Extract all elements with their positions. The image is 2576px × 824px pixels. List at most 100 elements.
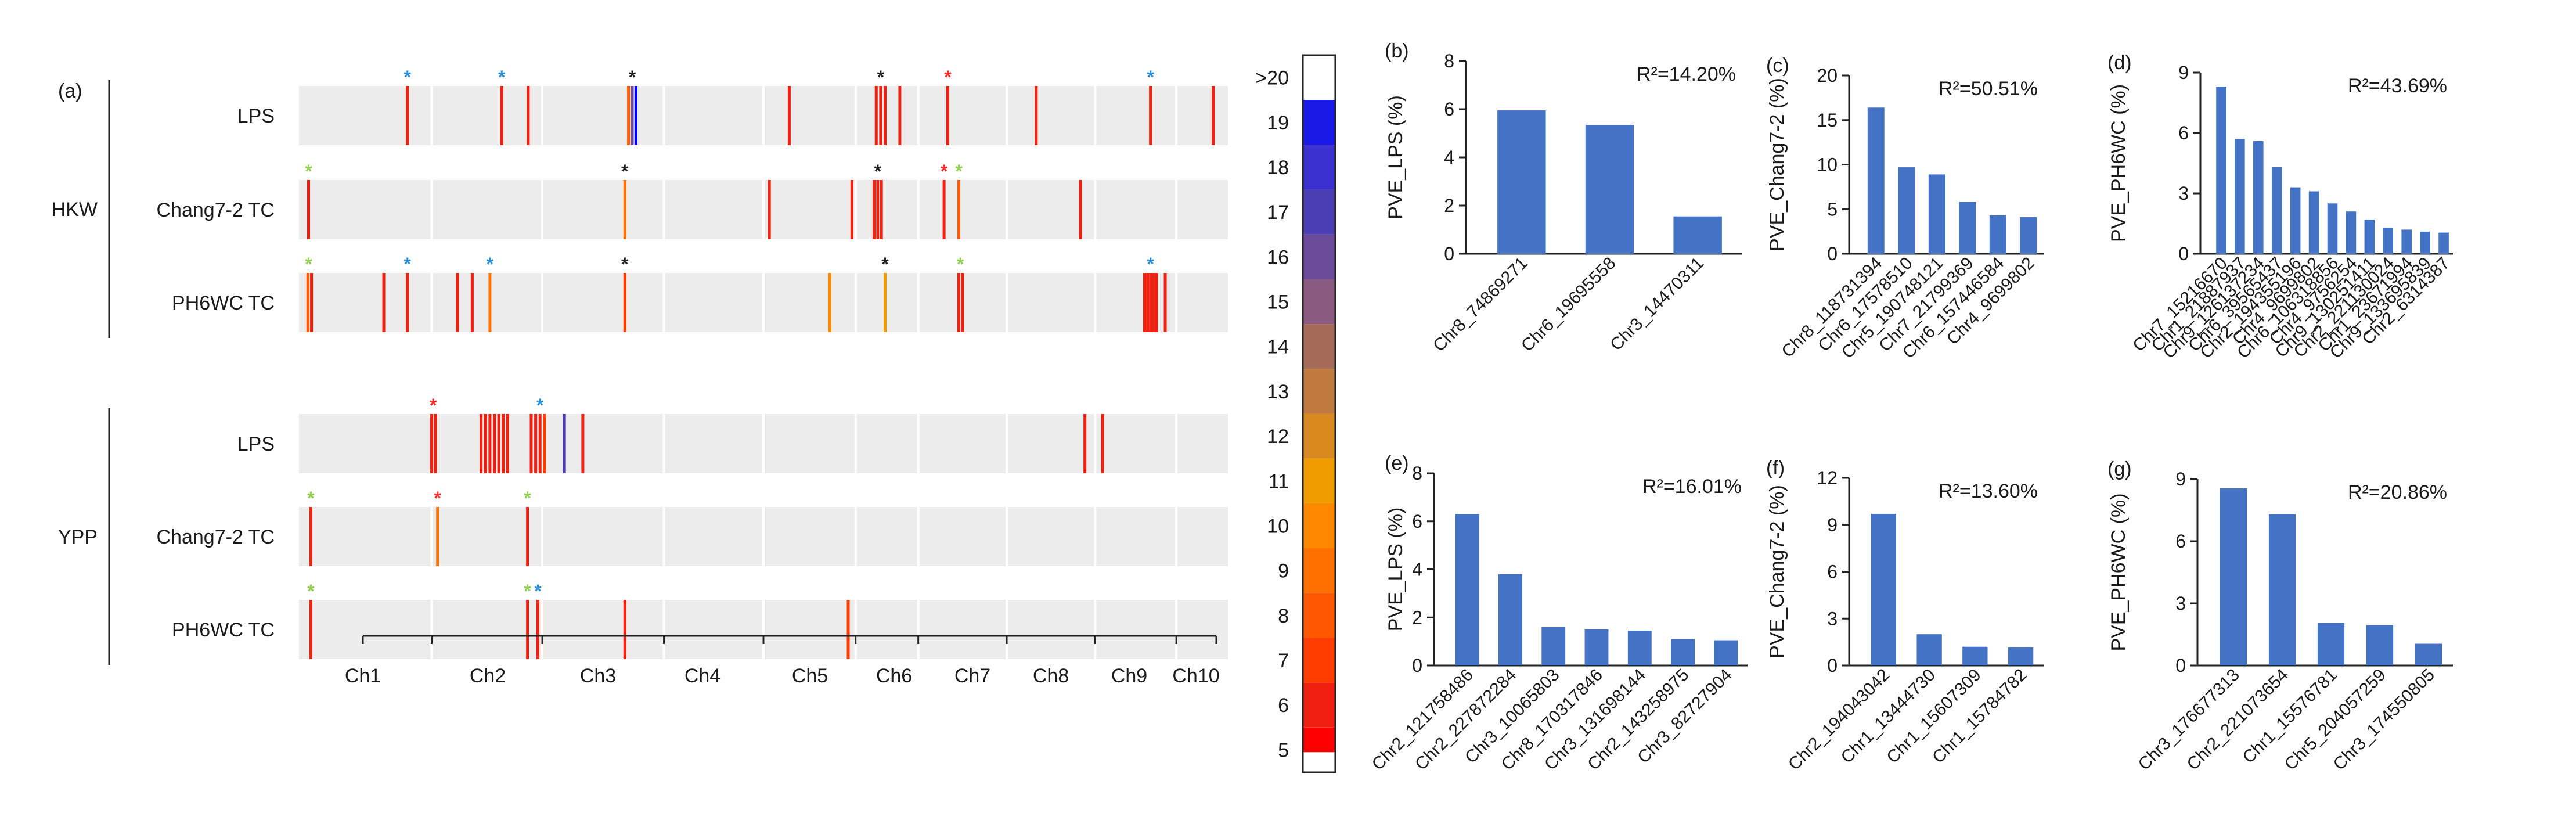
y-tick-label: 9	[2178, 62, 2189, 83]
bar	[2290, 187, 2301, 254]
colorbar-segment	[1303, 638, 1335, 683]
y-axis-label: PVE_LPS (%)	[1385, 508, 1407, 632]
track-label: LPS	[237, 105, 275, 127]
qtl-mark	[502, 414, 505, 473]
group-label: YPP	[58, 526, 98, 548]
colorbar-segment	[1303, 55, 1335, 100]
group-label: HKW	[52, 199, 98, 221]
bar	[1916, 634, 1942, 665]
qtl-mark	[1083, 414, 1087, 473]
chromosome-label: Ch6	[876, 665, 912, 687]
y-tick-label: 15	[1817, 110, 1838, 131]
y-tick-label: 2	[1412, 607, 1422, 628]
y-tick-label: 8	[1412, 463, 1422, 484]
category-label: Chr3_14470311	[1606, 254, 1707, 355]
qtl-mark	[430, 414, 434, 473]
y-tick-label: 4	[1412, 559, 1422, 580]
qtl-mark	[488, 414, 492, 473]
colorbar-segment	[1303, 100, 1335, 145]
chromosome-label: Ch10	[1172, 665, 1219, 687]
colorbar-label: 19	[1267, 112, 1289, 134]
qtl-mark	[1152, 273, 1155, 332]
y-tick-label: 6	[1827, 562, 1838, 582]
bar	[1541, 627, 1566, 665]
bar	[2235, 139, 2245, 254]
qtl-mark	[563, 414, 566, 473]
star-marker-green: *	[305, 254, 312, 275]
colorbar-segment	[1303, 324, 1335, 369]
qtl-mark	[846, 600, 850, 659]
qtl-mark	[876, 180, 880, 239]
star-marker-black: *	[881, 254, 889, 275]
bar-charts: 0 2 4 6 8 (b) R²=14.20% PVE_LPS (%) Chr8_7486927…	[1368, 40, 2453, 774]
colorbar-label: 11	[1269, 470, 1289, 492]
colorbar-segment	[1303, 503, 1335, 549]
bar	[2420, 231, 2430, 254]
bar-chart-b: 0 2 4 6 8 (b) R²=14.20% PVE_LPS (%) Chr8_7486927…	[1385, 40, 1742, 355]
qtl-mark	[623, 180, 626, 239]
qtl-mark	[880, 180, 883, 239]
panel-label: (f)	[1766, 457, 1785, 479]
colorbar-label: 12	[1267, 426, 1289, 448]
colorbar-label: 17	[1267, 201, 1289, 224]
qtl-mark	[470, 273, 474, 332]
qtl-mark	[623, 273, 626, 332]
qtl-mark	[406, 273, 409, 332]
colorbar-label: 6	[1278, 695, 1289, 717]
qtl-mark	[884, 86, 887, 145]
star-marker-green: *	[957, 254, 964, 275]
bar	[1714, 640, 1738, 665]
y-tick-label: 4	[1444, 147, 1454, 168]
y-tick-label: 0	[1412, 655, 1422, 676]
colorbar-segment	[1303, 234, 1335, 279]
y-tick-label: 0	[2178, 243, 2189, 264]
y-tick-label: 6	[1412, 511, 1422, 532]
star-marker-black: *	[874, 161, 882, 182]
star-marker-green: *	[307, 581, 315, 602]
qtl-mark	[872, 180, 876, 239]
colorbar-segment	[1303, 145, 1335, 190]
star-marker-black: *	[629, 67, 636, 88]
colorbar-label: 13	[1267, 381, 1289, 403]
r-squared-label: R²=13.60%	[1939, 480, 2038, 502]
qtl-mark	[488, 273, 492, 332]
chromosome-label: Ch3	[580, 665, 616, 687]
bar	[2327, 203, 2338, 254]
bar	[2253, 141, 2264, 254]
track-label: PH6WC TC	[172, 292, 275, 314]
colorbar-segment	[1303, 682, 1335, 728]
qtl-mark	[1149, 86, 1152, 145]
qtl-mark	[942, 180, 946, 239]
panel-label: (d)	[2107, 52, 2132, 74]
y-axis-label: PVE_PH6WC (%)	[2107, 84, 2130, 242]
star-marker-green: *	[524, 488, 531, 509]
qtl-mark	[623, 600, 626, 659]
colorbar-segment	[1303, 458, 1335, 503]
qtl-mark	[1079, 180, 1082, 239]
qtl-mark	[879, 86, 882, 145]
y-tick-label: 8	[1444, 51, 1454, 71]
qtl-mark	[534, 414, 538, 473]
colorbar-label: 5	[1278, 739, 1289, 761]
bar	[2008, 647, 2034, 665]
star-marker-blue: *	[1147, 254, 1154, 275]
qtl-mark	[884, 273, 887, 332]
panel-label: (c)	[1766, 55, 1789, 77]
qtl-mark	[436, 507, 439, 566]
y-axis-label: PVE_Chang7-2 (%)	[1766, 78, 1788, 251]
star-marker-black: *	[877, 67, 885, 88]
star-marker-blue: *	[534, 581, 542, 602]
r-squared-label: R²=20.86%	[2348, 481, 2447, 503]
qtl-mark	[957, 273, 961, 332]
qtl-mark	[828, 273, 831, 332]
qtl-mark	[500, 86, 503, 145]
qtl-mark	[631, 86, 634, 145]
qtl-mark	[456, 273, 459, 332]
chromosome-label: Ch7	[954, 665, 990, 687]
bar	[2268, 514, 2296, 665]
colorbar-label: 8	[1278, 605, 1289, 627]
bar	[2271, 167, 2282, 254]
